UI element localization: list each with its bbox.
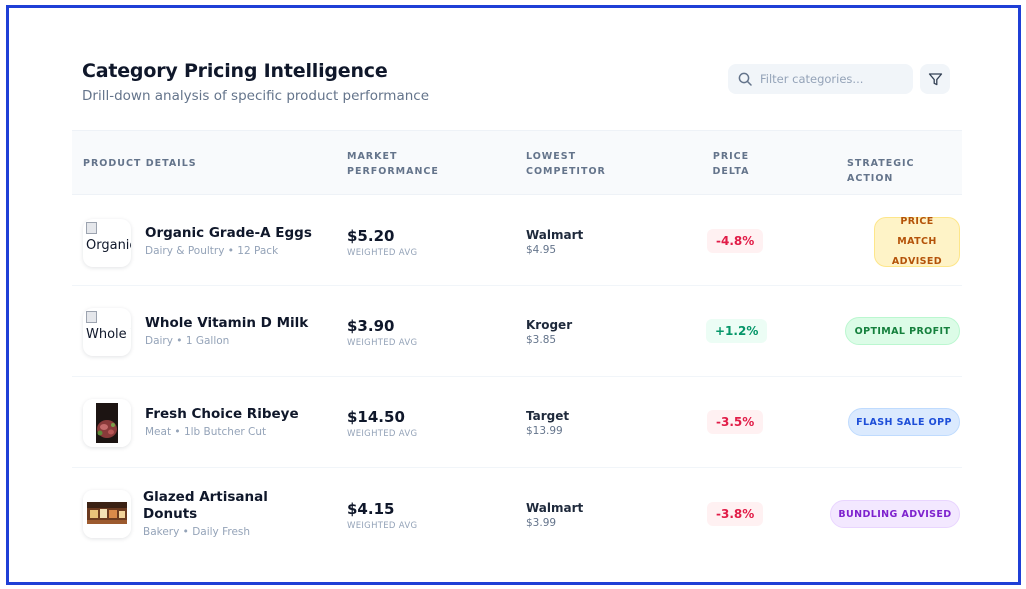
competitor-name: Target xyxy=(526,409,570,423)
page-subtitle: Drill-down analysis of specific product … xyxy=(82,88,430,104)
market-price: $4.15 xyxy=(347,500,395,518)
price-delta-badge: -3.8% xyxy=(707,502,764,526)
market-price: $14.50 xyxy=(347,408,405,426)
filter-icon xyxy=(928,72,942,85)
competitor-name: Kroger xyxy=(526,318,573,332)
price-label: WEIGHTED AVG xyxy=(347,248,418,258)
product-thumbnail xyxy=(83,490,131,538)
product-thumbnail: Whole Vitamin D Milk xyxy=(83,308,131,356)
market-price: $5.20 xyxy=(347,227,395,245)
broken-image: Whole Vitamin D Milk xyxy=(83,308,131,342)
app-frame: Category Pricing Intelligence Drill-down… xyxy=(6,5,1021,585)
table-row[interactable]: Fresh Choice Ribeye Meat • 1lb Butcher C… xyxy=(72,377,962,468)
competitor-price: $3.99 xyxy=(526,517,557,529)
filter-button[interactable] xyxy=(920,64,950,94)
product-thumbnail: Organic Grade-A Eggs xyxy=(83,219,131,267)
product-name[interactable]: Whole Vitamin D Milk xyxy=(145,315,309,331)
strategic-action-button[interactable]: OPTIMAL PROFIT xyxy=(845,317,960,345)
page-header: Category Pricing Intelligence Drill-down… xyxy=(82,60,429,104)
page-title: Category Pricing Intelligence xyxy=(82,60,388,82)
table-row[interactable]: Glazed Artisanal Donuts Bakery • Daily F… xyxy=(72,468,962,559)
col-price-delta[interactable]: PRICE DELTA xyxy=(712,151,750,177)
competitor-name: Walmart xyxy=(526,501,584,515)
product-meta: Dairy & Poultry • 12 Pack xyxy=(145,245,279,257)
price-delta-badge: -3.5% xyxy=(707,410,764,434)
table-header: PRODUCT DETAILS MARKET PERFORMANCE LOWES… xyxy=(72,130,962,195)
broken-image-icon xyxy=(86,222,97,234)
col-product-details[interactable]: PRODUCT DETAILS xyxy=(83,158,197,169)
search-input[interactable] xyxy=(760,72,900,86)
competitor-name: Walmart xyxy=(526,228,584,242)
price-label: WEIGHTED AVG xyxy=(347,338,418,348)
strategic-action-button[interactable]: FLASH SALE OPP xyxy=(848,408,960,436)
competitor-price: $3.85 xyxy=(526,334,557,346)
thumbnail-alt-text: Organic Grade-A Eggs xyxy=(86,238,131,253)
broken-image: Organic Grade-A Eggs xyxy=(83,219,131,253)
col-strategic-action[interactable]: STRATEGIC ACTION xyxy=(847,158,915,184)
strategic-action-button[interactable]: PRICE MATCH ADVISED xyxy=(874,216,960,267)
product-name[interactable]: Glazed Artisanal Donuts xyxy=(143,489,268,522)
search-box[interactable] xyxy=(728,64,913,94)
competitor-price: $4.95 xyxy=(526,244,557,256)
price-label: WEIGHTED AVG xyxy=(347,429,418,439)
product-name[interactable]: Fresh Choice Ribeye xyxy=(145,406,299,422)
thumbnail-alt-text: Whole Vitamin D Milk xyxy=(86,327,131,342)
competitor-price: $13.99 xyxy=(526,425,563,437)
price-label: WEIGHTED AVG xyxy=(347,521,418,531)
broken-image-icon xyxy=(86,311,97,323)
market-price: $3.90 xyxy=(347,317,395,335)
col-market-performance[interactable]: MARKET PERFORMANCE xyxy=(347,151,439,177)
strategic-action-button[interactable]: BUNDLING ADVISED xyxy=(830,500,960,528)
pricing-table: PRODUCT DETAILS MARKET PERFORMANCE LOWES… xyxy=(72,130,962,559)
table-row[interactable]: Whole Vitamin D Milk Whole Vitamin D Mil… xyxy=(72,286,962,377)
donuts-photo xyxy=(83,490,131,538)
search-icon xyxy=(738,72,752,86)
product-meta: Meat • 1lb Butcher Cut xyxy=(145,426,267,438)
product-thumbnail xyxy=(83,399,131,447)
product-meta: Dairy • 1 Gallon xyxy=(145,335,230,347)
price-delta-badge: +1.2% xyxy=(706,319,768,343)
ribeye-photo xyxy=(83,399,131,447)
product-meta: Bakery • Daily Fresh xyxy=(143,526,251,538)
product-name[interactable]: Organic Grade-A Eggs xyxy=(145,225,312,241)
table-row[interactable]: Organic Grade-A Eggs Organic Grade-A Egg… xyxy=(72,195,962,286)
col-lowest-competitor[interactable]: LOWEST COMPETITOR xyxy=(526,151,606,177)
price-delta-badge: -4.8% xyxy=(707,229,764,253)
